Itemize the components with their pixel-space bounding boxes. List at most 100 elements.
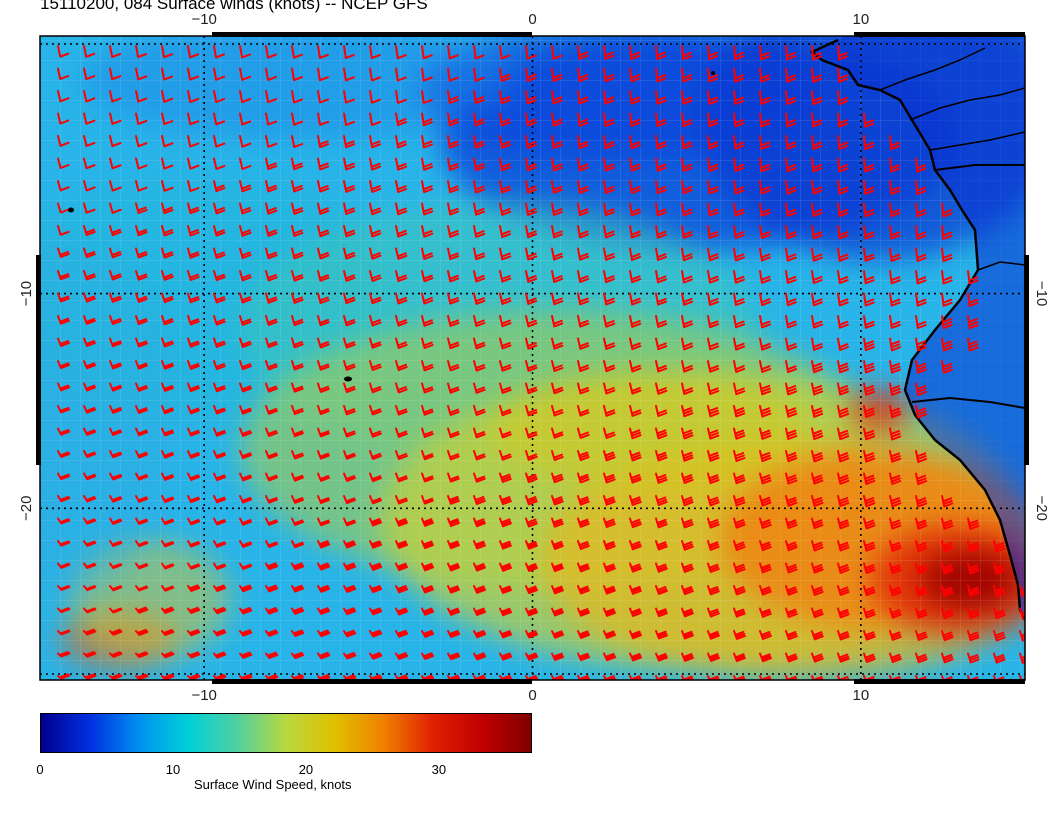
wind-barb [239, 45, 251, 59]
colorbar [40, 713, 532, 753]
wind-barb [655, 180, 667, 195]
wind-barb [265, 337, 278, 349]
wind-barb [837, 315, 849, 329]
wind-barb [83, 495, 97, 503]
wind-barb [343, 607, 357, 616]
wind-barb [161, 540, 175, 548]
wind-barb [603, 45, 615, 60]
wind-barb [889, 247, 901, 262]
wind-barb [967, 652, 980, 664]
wind-barb [317, 202, 330, 215]
wind-barb [369, 225, 382, 238]
wind-barb [941, 292, 953, 307]
wind-barb [759, 472, 772, 485]
wind-barb [447, 247, 460, 261]
wind-barb [395, 45, 407, 60]
wind-barb [785, 45, 797, 61]
wind-barb [421, 135, 433, 149]
wind-barb [161, 292, 174, 304]
wind-barb [135, 337, 148, 348]
wind-barb [837, 157, 849, 173]
wind-barb [187, 247, 200, 259]
wind-barb [629, 360, 642, 373]
wind-barb [109, 45, 122, 58]
wind-barb [551, 607, 564, 617]
wind-barb [811, 90, 823, 106]
wind-barb [499, 157, 511, 172]
wind-barb [889, 427, 902, 441]
wind-barb [707, 247, 719, 262]
wind-barb [109, 673, 123, 680]
wind-barb [915, 247, 927, 262]
wind-barb [603, 247, 616, 261]
wind-barb [837, 180, 849, 195]
wind-barb [395, 562, 409, 572]
wind-barb [239, 157, 252, 170]
wind-barb [577, 652, 591, 662]
wind-barb [317, 584, 331, 593]
wind-barb [629, 247, 641, 261]
wind-barb [733, 112, 745, 128]
wind-barb [57, 360, 70, 370]
wind-barb [57, 225, 70, 236]
wind-barb [733, 405, 746, 418]
wind-barb [889, 180, 901, 195]
wind-barb [499, 652, 513, 661]
wind-barb [421, 225, 434, 238]
wind-barb [603, 202, 615, 217]
wind-barb [785, 337, 798, 351]
wind-barb [707, 517, 720, 529]
wind-barb [759, 585, 772, 596]
wind-barb [837, 337, 849, 351]
wind-barb [681, 540, 694, 551]
wind-barb [837, 517, 850, 530]
wind-barb [83, 540, 97, 547]
wind-barb [317, 180, 330, 193]
wind-barb [707, 450, 720, 462]
wind-barb [57, 180, 70, 192]
wind-barb [161, 202, 174, 215]
wind-barb [759, 225, 771, 240]
wind-barb [577, 427, 590, 439]
wind-barb [343, 45, 355, 59]
wind-barb [655, 67, 667, 83]
wind-barb [265, 584, 279, 593]
wind-barb [681, 472, 694, 484]
wind-barb [707, 67, 719, 83]
wind-barb [499, 382, 512, 394]
wind-barb [681, 337, 694, 351]
wind-barb [135, 562, 149, 570]
wind-barb [733, 67, 745, 83]
wind-barb [57, 585, 71, 591]
wind-barb [317, 247, 330, 260]
wind-barb [499, 67, 511, 82]
wind-barb [213, 247, 226, 259]
wind-barb [187, 225, 200, 237]
wind-barb [733, 90, 745, 105]
wind-barb [785, 225, 797, 240]
wind-barb [837, 112, 849, 128]
wind-barb [707, 135, 719, 150]
wind-barb [83, 202, 96, 214]
wind-barb [369, 540, 383, 549]
wind-barb [603, 562, 616, 573]
wind-barb [291, 495, 305, 504]
wind-barb [291, 360, 304, 371]
wind-barb [863, 652, 876, 663]
wind-barb [187, 180, 200, 192]
lon-tick-label: −10 [191, 687, 216, 700]
wind-barb [629, 67, 641, 83]
wind-barb [811, 607, 824, 619]
wind-barb [447, 540, 460, 550]
wind-barb [343, 382, 356, 394]
wind-barb [785, 315, 797, 329]
wind-barb [57, 651, 71, 658]
wind-barb [785, 495, 798, 507]
wind-barb [109, 607, 123, 614]
wind-barb [447, 45, 459, 60]
wind-barb [577, 675, 591, 680]
wind-barb [733, 472, 746, 485]
wind-barb [317, 450, 330, 460]
wind-barb [707, 585, 720, 596]
wind-barb [811, 450, 824, 463]
